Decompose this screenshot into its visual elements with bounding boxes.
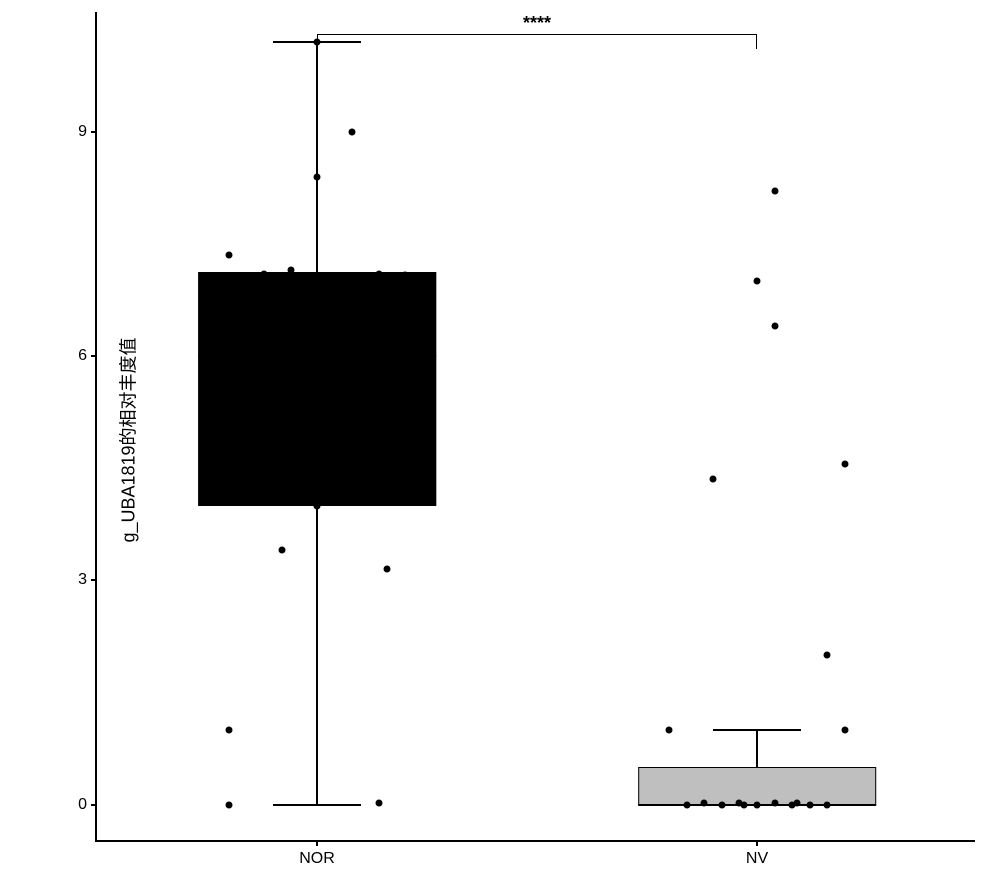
y-tick-label: 3	[78, 571, 87, 589]
data-point	[683, 801, 690, 808]
data-point	[740, 801, 747, 808]
data-point	[287, 266, 294, 273]
box	[198, 272, 436, 505]
significance-label: ****	[523, 13, 551, 34]
data-point	[771, 323, 778, 330]
x-tick-mark	[756, 840, 758, 846]
y-tick-label: 0	[78, 796, 87, 814]
data-point	[314, 502, 321, 509]
whisker-cap	[713, 729, 801, 731]
boxplot-chart: 0369NORNV**** g_UBA1819的相对丰度值	[0, 0, 1000, 887]
data-point	[314, 173, 321, 180]
box	[638, 767, 876, 804]
significance-bracket	[317, 34, 757, 49]
data-point	[701, 800, 708, 807]
data-point	[402, 272, 409, 279]
data-point	[718, 801, 725, 808]
data-point	[824, 801, 831, 808]
data-point	[842, 726, 849, 733]
data-point	[226, 726, 233, 733]
x-tick-label: NV	[746, 850, 768, 868]
data-point	[842, 461, 849, 468]
data-point	[771, 800, 778, 807]
y-tick-mark	[91, 579, 97, 581]
data-point	[375, 800, 382, 807]
data-point	[710, 476, 717, 483]
data-point	[666, 726, 673, 733]
data-point	[261, 270, 268, 277]
median-line	[198, 355, 436, 357]
data-point	[771, 188, 778, 195]
whisker-cap	[273, 804, 361, 806]
data-point	[806, 801, 813, 808]
data-point	[349, 128, 356, 135]
data-point	[226, 252, 233, 259]
data-point	[375, 270, 382, 277]
data-point	[278, 547, 285, 554]
y-tick-mark	[91, 131, 97, 133]
data-point	[824, 652, 831, 659]
y-tick-label: 6	[78, 347, 87, 365]
data-point	[793, 800, 800, 807]
plot-area: 0369NORNV****	[95, 12, 975, 842]
y-tick-label: 9	[78, 123, 87, 141]
y-tick-mark	[91, 355, 97, 357]
data-point	[226, 801, 233, 808]
data-point	[402, 498, 409, 505]
data-point	[754, 801, 761, 808]
y-axis-label: g_UBA1819的相对丰度值	[115, 337, 141, 542]
x-tick-label: NOR	[299, 850, 335, 868]
data-point	[754, 278, 761, 285]
x-tick-mark	[316, 840, 318, 846]
y-tick-mark	[91, 804, 97, 806]
data-point	[384, 566, 391, 573]
